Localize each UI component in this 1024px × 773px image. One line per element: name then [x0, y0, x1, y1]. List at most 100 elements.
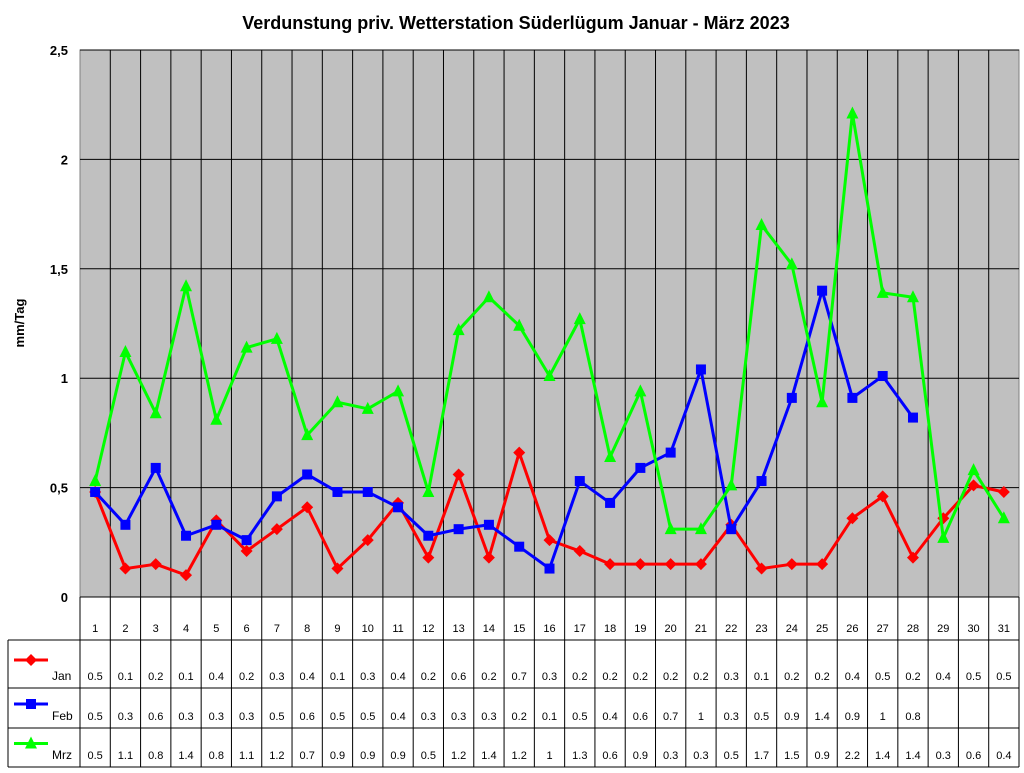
table-cell-feb: 0.5 [572, 711, 587, 723]
table-cell-feb: 0.5 [269, 711, 284, 723]
table-cell-jan: 0.7 [512, 671, 527, 683]
data-point-feb [786, 392, 797, 403]
table-cell-mrz: 0.3 [663, 750, 678, 762]
table-cell-mrz: 0.5 [87, 750, 102, 762]
table-cell-feb: 0.7 [663, 711, 678, 723]
data-point-mrz [301, 428, 314, 441]
x-tick-label: 18 [604, 623, 616, 635]
data-point-mrz [694, 522, 707, 535]
data-point-mrz [846, 106, 859, 119]
data-point-mrz [513, 318, 526, 331]
legend-marker-feb [26, 699, 36, 709]
series-mrz [89, 106, 1010, 543]
table-cell-jan: 0.3 [542, 671, 557, 683]
data-point-jan [180, 569, 193, 582]
table-cell-mrz: 0.9 [814, 750, 829, 762]
table-cell-mrz: 1 [546, 750, 552, 762]
data-point-mrz [270, 331, 283, 344]
table-cell-jan: 0.3 [360, 671, 375, 683]
data-point-jan [664, 558, 677, 571]
legend-label-jan: Jan [52, 669, 71, 683]
data-point-feb [150, 462, 161, 473]
table-cell-feb: 0.3 [451, 711, 466, 723]
data-point-jan [543, 534, 556, 547]
data-point-feb [271, 491, 282, 502]
x-tick-label: 17 [574, 623, 586, 635]
data-point-mrz [392, 384, 405, 397]
table-cell-jan: 0.2 [693, 671, 708, 683]
data-point-mrz [119, 344, 132, 357]
table-cell-jan: 0.2 [421, 671, 436, 683]
x-tick-label: 12 [422, 623, 434, 635]
x-tick-label: 11 [392, 623, 403, 635]
table-cell-feb: 0.9 [845, 711, 860, 723]
y-tick-label: 1,5 [50, 262, 68, 277]
table-cell-mrz: 0.9 [360, 750, 375, 762]
table-cell-feb: 0.5 [360, 711, 375, 723]
data-point-jan [846, 512, 859, 525]
y-tick-label: 1 [61, 371, 68, 386]
data-point-jan [452, 468, 465, 481]
table-cell-jan: 0.1 [118, 671, 133, 683]
y-tick-label: 0,5 [50, 481, 68, 496]
x-tick-label: 31 [998, 623, 1010, 635]
table-cell-jan: 0.2 [905, 671, 920, 683]
table-cell-feb: 0.3 [481, 711, 496, 723]
data-point-jan [149, 558, 162, 571]
table-cell-mrz: 1.3 [572, 750, 587, 762]
x-tick-label: 19 [634, 623, 646, 635]
table-cell-mrz: 1.1 [239, 750, 254, 762]
data-point-feb [695, 364, 706, 375]
data-point-mrz [906, 290, 919, 303]
table-cell-jan: 0.4 [936, 671, 951, 683]
table-cell-jan: 0.2 [572, 671, 587, 683]
data-point-mrz [240, 340, 253, 353]
table-cell-jan: 0.3 [269, 671, 284, 683]
data-point-mrz [634, 384, 647, 397]
x-tick-label: 26 [846, 623, 858, 635]
table-cell-feb: 0.1 [542, 711, 557, 723]
series-layer [89, 106, 1010, 582]
data-point-feb [483, 519, 494, 530]
data-point-mrz [573, 312, 586, 325]
table-cell-mrz: 0.3 [693, 750, 708, 762]
data-point-jan [906, 551, 919, 564]
data-point-feb [544, 563, 555, 574]
table-cell-feb: 0.3 [178, 711, 193, 723]
data-point-jan [361, 534, 374, 547]
table-cell-jan: 0.2 [239, 671, 254, 683]
data-point-jan [876, 490, 889, 503]
data-point-mrz [452, 323, 465, 336]
table-cell-jan: 0.2 [481, 671, 496, 683]
table-cell-feb: 0.8 [905, 711, 920, 723]
x-tick-label: 22 [725, 623, 737, 635]
data-point-feb [514, 541, 525, 552]
legend-label-feb: Feb [52, 709, 73, 723]
table-cell-mrz: 1.7 [754, 750, 769, 762]
x-tick-label: 13 [453, 623, 465, 635]
x-tick-label: 2 [122, 623, 128, 635]
data-point-jan [694, 558, 707, 571]
table-cell-feb: 0.6 [633, 711, 648, 723]
table-cell-feb: 1 [880, 711, 886, 723]
data-point-jan [513, 446, 526, 459]
data-point-jan [331, 562, 344, 575]
table-cell-mrz: 0.8 [148, 750, 163, 762]
data-point-mrz [876, 285, 889, 298]
table-cell-feb: 0.3 [724, 711, 739, 723]
data-point-mrz [967, 463, 980, 476]
x-tick-label: 3 [153, 623, 159, 635]
table-cell-feb: 0.4 [390, 711, 405, 723]
data-point-mrz [210, 412, 223, 425]
data-point-jan [785, 558, 798, 571]
data-point-jan [967, 479, 980, 492]
table-cell-jan: 0.4 [390, 671, 405, 683]
x-tick-label: 20 [665, 623, 677, 635]
table-cell-mrz: 1.4 [178, 750, 193, 762]
data-point-jan [270, 523, 283, 536]
table-cell-feb: 0.3 [118, 711, 133, 723]
table-cell-feb: 0.4 [602, 711, 617, 723]
table-cell-feb: 0.5 [754, 711, 769, 723]
series-feb [90, 285, 918, 574]
series-line-feb [94, 289, 915, 571]
